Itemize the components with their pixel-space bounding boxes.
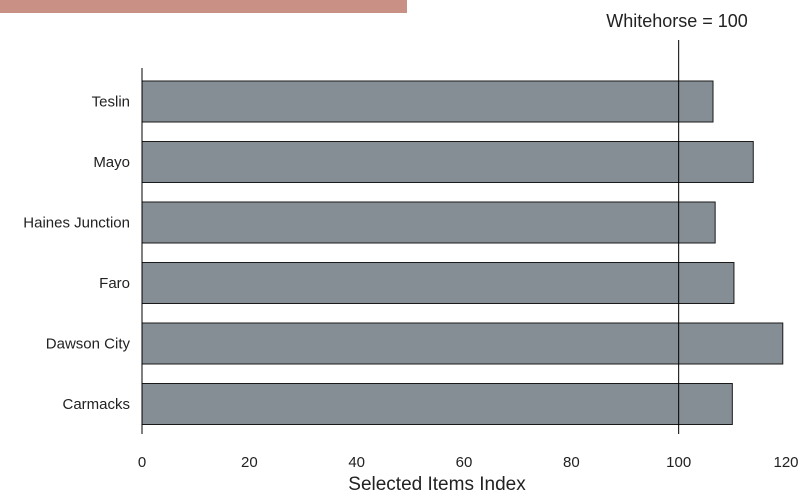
header-banner	[0, 0, 407, 13]
bar-teslin	[141, 80, 714, 123]
bar-mayo	[141, 141, 754, 183]
category-label-mayo: Mayo	[93, 154, 130, 171]
x-tick-label-120: 120	[773, 454, 798, 471]
bars-group	[141, 80, 784, 425]
category-label-carmacks: Carmacks	[62, 396, 130, 413]
category-label-teslin: Teslin	[92, 94, 130, 111]
x-axis-title: Selected Items Index	[348, 474, 526, 495]
category-label-faro: Faro	[99, 275, 130, 292]
category-label-dawson-city: Dawson City	[46, 336, 131, 353]
bar-faro	[141, 262, 735, 304]
x-tick-label-80: 80	[563, 454, 580, 471]
x-tick-label-60: 60	[456, 454, 473, 471]
category-label-haines-junction: Haines Junction	[23, 215, 130, 232]
bar-dawson-city	[141, 322, 784, 365]
x-tick-label-0: 0	[138, 454, 146, 471]
x-tick-label-40: 40	[348, 454, 365, 471]
bar-haines-junction	[141, 201, 716, 244]
bar-carmacks	[141, 383, 733, 425]
x-tick-label-100: 100	[666, 454, 691, 471]
reference-line-label: Whitehorse = 100	[606, 11, 748, 31]
x-tick-labels-group: 0 20 40 60 80 100 120	[138, 454, 799, 471]
category-labels-group: Teslin Mayo Haines Junction Faro Dawson City…	[23, 94, 130, 414]
x-tick-label-20: 20	[241, 454, 258, 471]
